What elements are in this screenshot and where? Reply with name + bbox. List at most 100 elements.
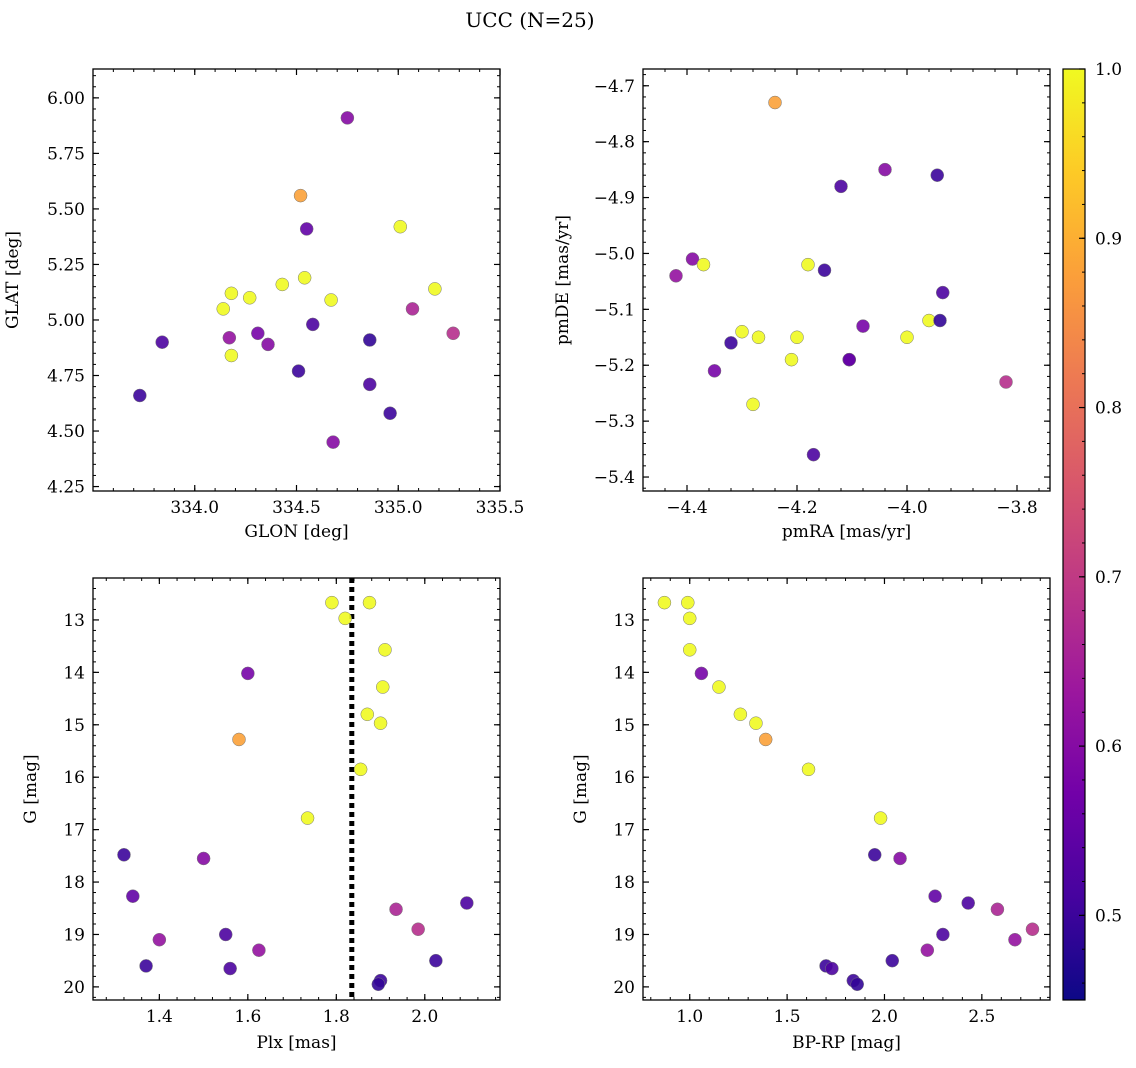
figure-title: UCC (N=25)	[465, 8, 594, 32]
scatter-point	[224, 286, 239, 301]
scatter-point	[139, 959, 153, 973]
x-axis-label: GLON [deg]	[244, 522, 348, 542]
scatter-point	[867, 848, 882, 862]
x-tick-label: 335.0	[374, 498, 423, 518]
scatter-point	[232, 732, 246, 747]
scatter-point	[362, 595, 377, 610]
colorbar-tick-label: 0.9	[1095, 229, 1122, 249]
scatter-point	[1008, 932, 1022, 947]
y-tick-label: −4.7	[594, 77, 635, 97]
scatter-point	[216, 302, 230, 316]
scatter-point	[768, 95, 782, 110]
y-tick-label: 5.50	[47, 200, 85, 220]
colorbar-tick-label: 1.0	[1095, 60, 1122, 80]
scatter-point	[657, 595, 672, 610]
scatter-point	[758, 732, 773, 747]
scatter-point	[842, 352, 856, 367]
subplot-4: 1.0 1.5 2.0 2.5 13 14 15 16 17 18 19 20 BP-RP [mag] G…	[571, 577, 1051, 1053]
scatter-point	[733, 707, 748, 722]
y-tick-label: 16	[613, 768, 635, 788]
y-tick-label: 20	[613, 978, 635, 998]
x-tick-label: 334.0	[170, 498, 219, 518]
scatter-point	[784, 352, 799, 367]
scatter-point	[900, 330, 914, 345]
x-tick-label: 1.6	[234, 1007, 261, 1027]
scatter-point	[218, 927, 233, 942]
scatter-point	[360, 707, 375, 722]
scatter-point	[222, 330, 237, 345]
scatter-point	[893, 851, 907, 866]
scatter-point	[856, 319, 870, 333]
scatter-point	[801, 257, 815, 272]
scatter-point	[712, 680, 726, 694]
scatter-point	[790, 330, 804, 345]
y-axis-label: pmDE [mas/yr]	[553, 215, 573, 345]
plot-area	[643, 69, 1050, 491]
scatter-point	[850, 977, 864, 992]
scatter-point	[724, 336, 738, 350]
scatter-point	[378, 643, 392, 657]
x-tick-label: −4.4	[666, 498, 707, 518]
scatter-point	[682, 611, 697, 626]
scatter-point	[746, 397, 760, 412]
scatter-point	[340, 111, 355, 125]
scatter-point	[389, 902, 403, 917]
scatter-point	[999, 375, 1013, 389]
colorbar-tick-label: 0.8	[1095, 399, 1122, 419]
scatter-point	[928, 889, 942, 903]
scatter-point	[299, 222, 314, 236]
scatter-point	[681, 595, 695, 610]
y-tick-label: 19	[63, 925, 85, 945]
x-tick-label: 1.4	[146, 1007, 173, 1027]
scatter-point	[224, 348, 239, 363]
scatter-point	[694, 666, 709, 681]
colorbar-tick-label: 0.7	[1095, 568, 1122, 588]
scatter-point	[196, 851, 211, 866]
scatter-point	[383, 406, 397, 421]
x-tick-label: 334.5	[272, 498, 321, 518]
y-tick-label: 19	[613, 925, 635, 945]
scatter-point	[353, 762, 368, 777]
y-axis-label: G [mag]	[571, 754, 591, 823]
axes-frame	[92, 577, 501, 1001]
x-tick-label: 2.5	[968, 1007, 995, 1027]
scatter-point	[834, 179, 848, 194]
scatter-point	[961, 896, 975, 910]
y-tick-label: 15	[63, 716, 85, 736]
scatter-point	[325, 595, 339, 610]
scatter-point	[411, 922, 425, 936]
subplot-2: −4.4 −4.2 −4.0 −3.8 −5.4 −5.3 −5.2 −5.1 −5.0 −4.9…	[553, 68, 1051, 542]
x-tick-label: 2.0	[411, 1007, 438, 1027]
subplot-3: 1.4 1.6 1.8 2.0 13 14 15 16 17 18 19 20 Plx [mas] G […	[21, 577, 501, 1053]
scatter-point	[920, 943, 935, 957]
x-tick-label: −4.0	[886, 498, 927, 518]
scatter-point	[930, 168, 944, 182]
scatter-point	[293, 188, 308, 203]
scatter-point	[825, 961, 839, 976]
scatter-point	[251, 326, 265, 341]
scatter-point	[685, 252, 700, 266]
colorbar-tick-label: 0.6	[1095, 737, 1122, 757]
y-tick-label: −5.1	[594, 300, 635, 320]
y-tick-label: −5.0	[594, 244, 635, 264]
scatter-point	[241, 666, 255, 681]
y-tick-label: 14	[613, 663, 635, 683]
scatter-point	[152, 932, 167, 947]
scatter-point	[429, 953, 443, 968]
scatter-point	[682, 643, 697, 657]
scatter-point	[261, 337, 275, 352]
y-tick-label: 18	[613, 873, 635, 893]
scatter-point	[801, 762, 816, 777]
y-tick-label: −4.9	[594, 189, 635, 209]
scatter-point	[749, 716, 763, 730]
scatter-point	[376, 680, 390, 694]
subplot-1: 334.0 334.5 335.0 335.5 4.25 4.50 4.75 5.00 5.25…	[3, 68, 524, 542]
scatter-point	[428, 282, 442, 296]
y-tick-label: 4.50	[47, 422, 85, 442]
colorbar-frame	[1062, 68, 1086, 1001]
scatter-point	[405, 302, 420, 316]
scatter-point	[878, 162, 892, 177]
x-axis-label: Plx [mas]	[256, 1033, 336, 1053]
axes-frame	[642, 577, 1051, 1001]
